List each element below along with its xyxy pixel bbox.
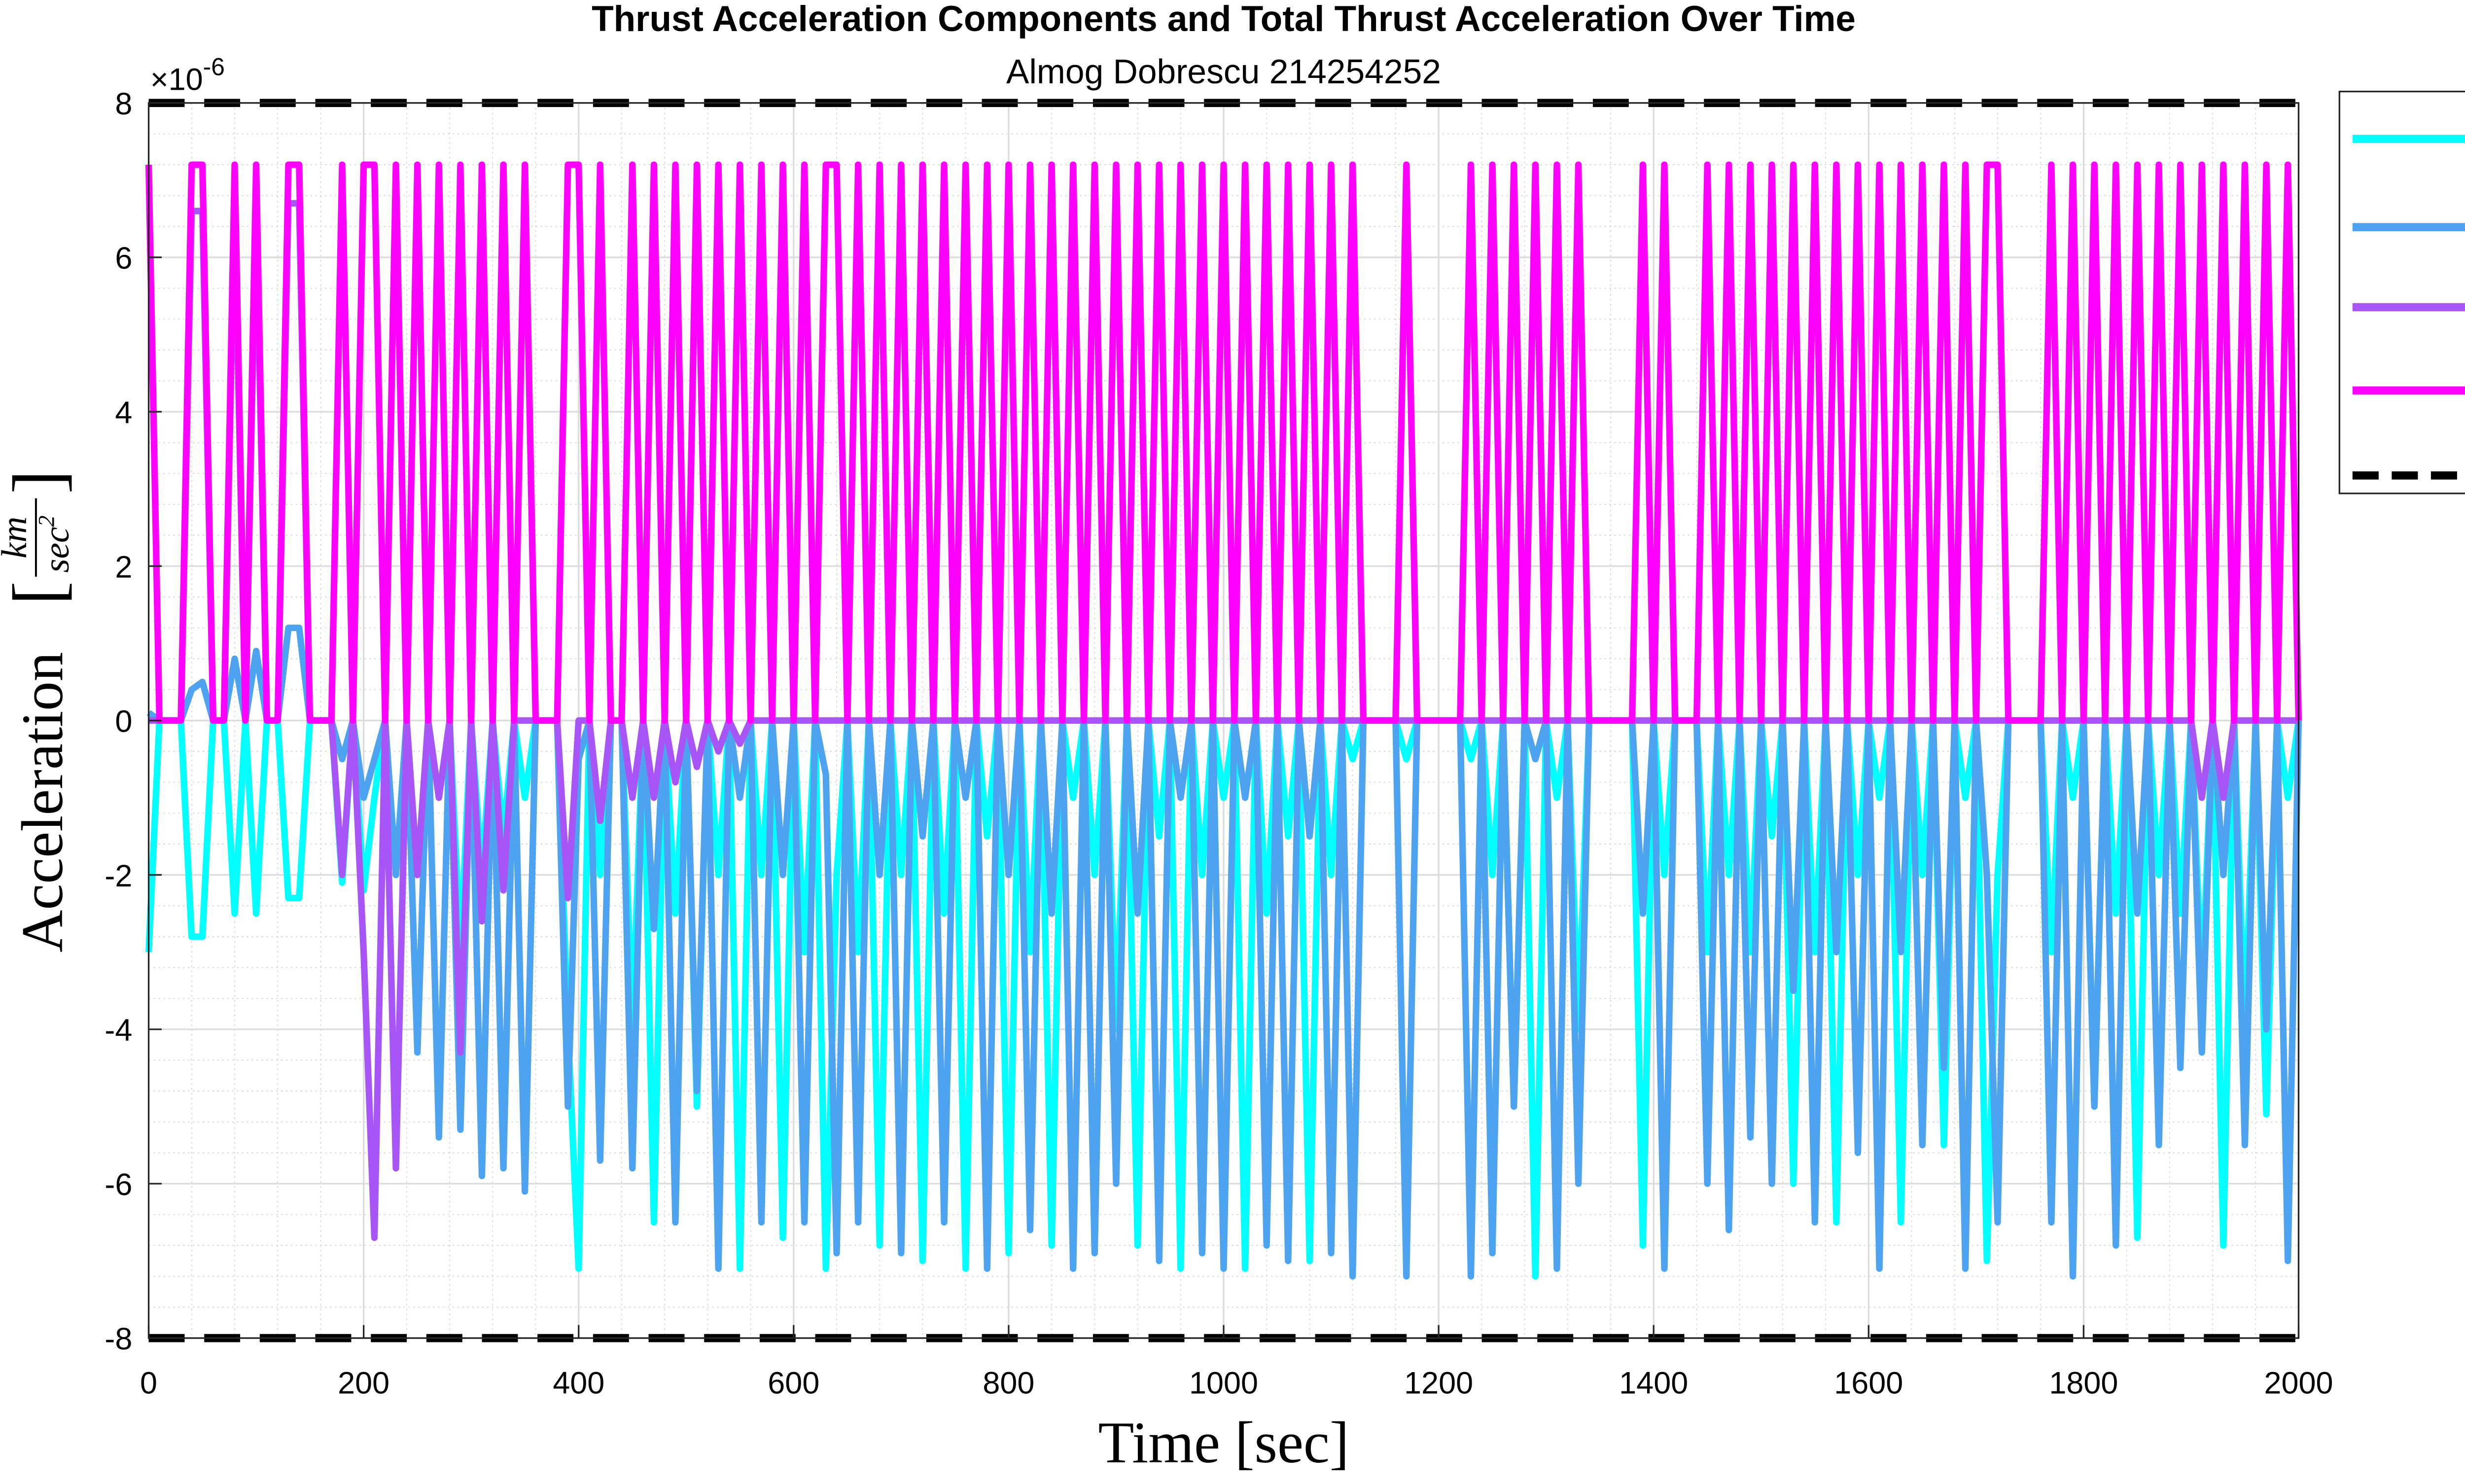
- bracket: [: [0, 581, 78, 605]
- chart-title: Thrust Acceleration Components and Total…: [592, 0, 1856, 39]
- y-exponent-label: ×10-6: [150, 53, 225, 97]
- y-tick-label: 8: [115, 87, 132, 121]
- series-line: [148, 200, 2299, 1241]
- legend-box: [2338, 90, 2465, 495]
- y-axis-label: Acceleration: [10, 652, 75, 952]
- x-tick-label: 1800: [2049, 1366, 2118, 1401]
- x-tick-label: 0: [140, 1366, 157, 1401]
- x-tick-label: 1400: [1619, 1366, 1688, 1401]
- x-tick-label: 1200: [1404, 1366, 1473, 1401]
- x-tick-label: 600: [768, 1366, 819, 1401]
- x-tick-label: 400: [553, 1366, 604, 1401]
- y-tick-label: 4: [115, 395, 132, 430]
- y-tick-label: -2: [105, 859, 132, 893]
- series-line: [145, 161, 2302, 724]
- x-tick-label: 2000: [2264, 1366, 2333, 1401]
- y-axis-unit: [] km sec2: [0, 470, 78, 605]
- x-tick-label: 1600: [1834, 1366, 1903, 1401]
- chart-subtitle: Almog Dobrescu 214254252: [1006, 52, 1441, 91]
- y-tick-label: -6: [105, 1167, 132, 1202]
- y-tick-label: 2: [115, 550, 132, 584]
- y-tick-label: 6: [115, 241, 132, 276]
- bracket: ]: [0, 470, 78, 494]
- x-axis-label: Time [sec]: [1098, 1410, 1349, 1475]
- x-tick-label: 800: [983, 1366, 1034, 1401]
- ticks: 0 200 400 600 800 1000 1200 1400 1600 1800 2000 -8 -…: [105, 87, 2333, 1401]
- x-tick-label: 1000: [1189, 1366, 1258, 1401]
- y-unit-text: km sec2: [0, 515, 76, 572]
- y-tick-label: 0: [115, 705, 132, 739]
- x-tick-label: 200: [338, 1366, 389, 1401]
- series-line: [146, 624, 2302, 1280]
- legend: fxfyfzftotflimit: [2338, 90, 2465, 495]
- y-tick-label: -4: [105, 1013, 132, 1048]
- y-tick-label: -8: [105, 1322, 132, 1356]
- y-axis-label-group: Acceleration [] km sec2: [0, 470, 78, 952]
